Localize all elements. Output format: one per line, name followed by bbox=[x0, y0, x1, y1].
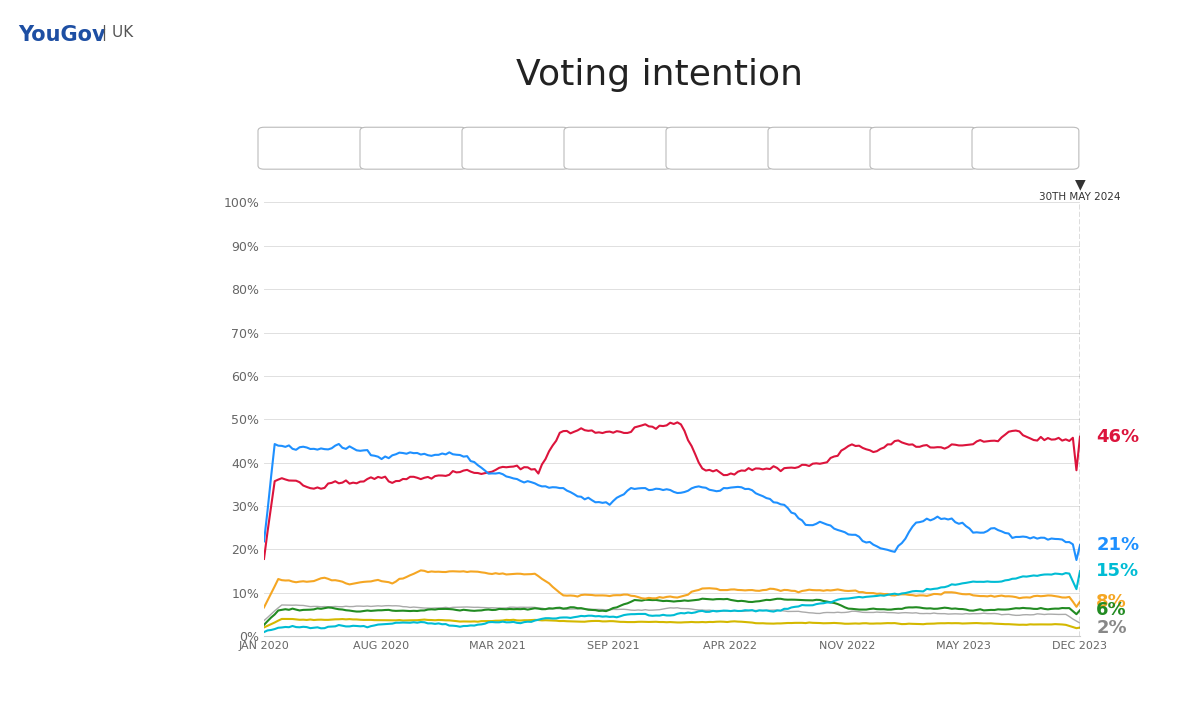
Text: Lib Dem: Lib Dem bbox=[490, 142, 539, 155]
Text: Lab: Lab bbox=[388, 142, 409, 155]
Text: ●: ● bbox=[882, 142, 894, 155]
Text: YouGov: YouGov bbox=[18, 25, 106, 46]
Text: Con: Con bbox=[286, 142, 308, 155]
Text: ●: ● bbox=[270, 142, 282, 155]
Text: Plaid Cymru: Plaid Cymru bbox=[694, 142, 766, 155]
Text: Reform UK: Reform UK bbox=[796, 142, 858, 155]
Text: ●: ● bbox=[372, 142, 384, 155]
Text: 6%: 6% bbox=[1097, 602, 1127, 619]
Text: ●: ● bbox=[678, 142, 690, 155]
Text: ●: ● bbox=[576, 142, 588, 155]
Text: | UK: | UK bbox=[102, 25, 133, 41]
Text: Voting intention: Voting intention bbox=[516, 58, 804, 92]
Text: 46%: 46% bbox=[1097, 428, 1140, 445]
Text: 21%: 21% bbox=[1097, 536, 1140, 554]
Text: 8%: 8% bbox=[1097, 593, 1127, 610]
Text: 30TH MAY 2024: 30TH MAY 2024 bbox=[1039, 192, 1121, 202]
Text: ●: ● bbox=[780, 142, 792, 155]
Text: 15%: 15% bbox=[1097, 562, 1140, 580]
Text: ●: ● bbox=[474, 142, 486, 155]
Text: 2%: 2% bbox=[1097, 619, 1127, 636]
Text: ●: ● bbox=[984, 142, 996, 155]
Text: Other: Other bbox=[1000, 142, 1033, 155]
Text: ▼: ▼ bbox=[1075, 177, 1085, 192]
Text: Green: Green bbox=[898, 142, 934, 155]
Text: SNP: SNP bbox=[592, 142, 614, 155]
